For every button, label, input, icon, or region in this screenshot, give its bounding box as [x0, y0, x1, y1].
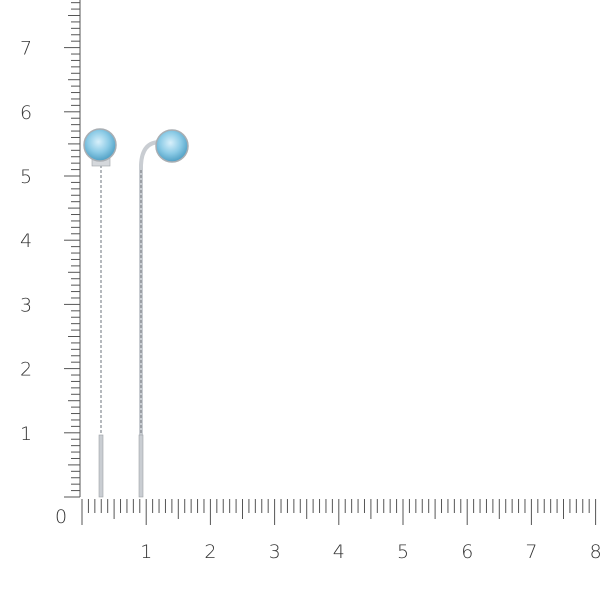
origin-label: 0 — [55, 506, 67, 528]
earring-right — [138, 129, 189, 498]
horizontal-ruler-label: 6 — [461, 541, 473, 563]
vertical-ruler-label: 2 — [20, 359, 32, 381]
horizontal-ruler-label: 7 — [525, 541, 537, 563]
horizontal-ruler-label: 5 — [397, 541, 409, 563]
gem-stone — [155, 129, 189, 163]
horizontal-ruler-label: 3 — [269, 541, 281, 563]
vertical-ruler-label: 6 — [20, 102, 32, 124]
gem-stone — [83, 128, 117, 162]
horizontal-ruler-label: 4 — [333, 541, 345, 563]
vertical-ruler-label: 4 — [20, 230, 32, 252]
chain-bar — [98, 434, 104, 498]
horizontal-ruler-label: 8 — [590, 541, 600, 563]
earring-left — [83, 128, 117, 498]
vertical-ruler-label: 7 — [20, 38, 32, 60]
chain-bar — [138, 434, 144, 498]
horizontal-ruler-label: 2 — [204, 541, 216, 563]
vertical-ruler-label: 5 — [20, 166, 32, 188]
vertical-ruler-label: 3 — [20, 294, 32, 316]
hook — [139, 140, 161, 435]
vertical-ruler-label: 1 — [20, 423, 32, 445]
horizontal-ruler — [81, 499, 597, 525]
horizontal-ruler-label: 1 — [140, 541, 152, 563]
vertical-ruler — [64, 0, 81, 498]
